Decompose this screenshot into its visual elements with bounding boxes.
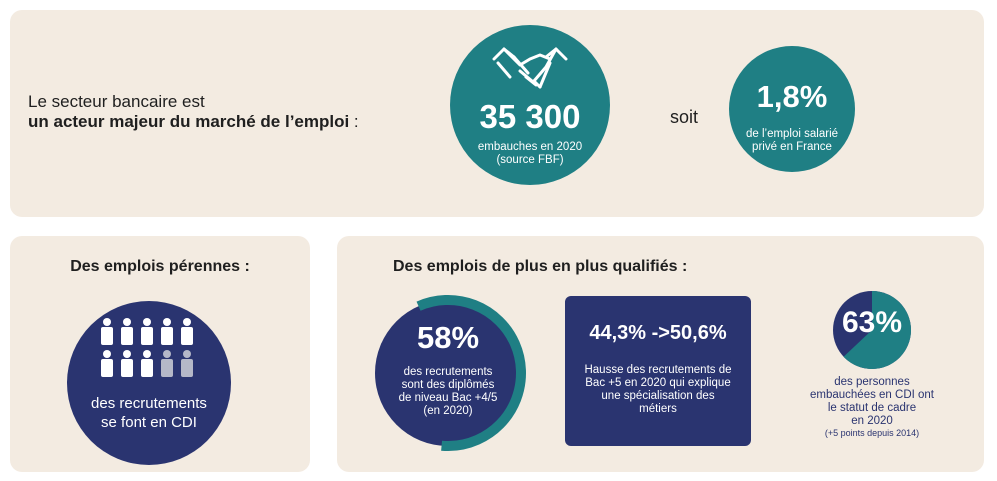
right-title: Des emplois de plus en plus qualifiés : bbox=[393, 258, 688, 275]
hires-value: 35 300 bbox=[479, 98, 581, 135]
pct63-pie bbox=[833, 291, 911, 369]
share-value: 1,8% bbox=[756, 79, 828, 114]
cdi-caption-line1: des recrutements bbox=[91, 395, 207, 412]
hires-caption-line2: (source FBF) bbox=[496, 154, 564, 166]
pct63-caption-line4: en 2020 bbox=[851, 415, 893, 427]
top-panel: Le secteur bancaire est un acteur majeur… bbox=[10, 10, 984, 217]
intro-line2: un acteur majeur du marché de l’emploi : bbox=[28, 112, 359, 132]
pct63-caption-line2: embauchées en CDI ont bbox=[809, 389, 935, 401]
share-circle: 1,8% de l’emploi salarié privé en France bbox=[729, 46, 855, 172]
cdi-circle: des recrutements se font en CDI bbox=[67, 301, 231, 465]
pct58-block: 58% des recrutements sont des diplômés d… bbox=[369, 294, 527, 452]
pct58-caption-line1: des recrutements bbox=[403, 366, 493, 378]
pct58-caption-line3: de niveau Bac +4/5 bbox=[398, 392, 498, 404]
pct63-caption-line5: (+5 points depuis 2014) bbox=[824, 428, 920, 438]
person-icon bbox=[101, 350, 113, 377]
person-icon bbox=[161, 350, 173, 377]
person-icon bbox=[181, 350, 193, 377]
share-caption-line2: privé en France bbox=[752, 141, 832, 153]
pct63-caption-line1: des personnes bbox=[834, 376, 910, 388]
person-icon bbox=[181, 318, 193, 345]
bac5-value: 44,3% ->50,6% bbox=[589, 322, 727, 344]
cdi-caption-line2: se font en CDI bbox=[101, 414, 197, 431]
pct58-caption-line2: sont des diplômés bbox=[401, 379, 495, 391]
bac5-caption-line3: une spécialisation des bbox=[601, 390, 715, 402]
bac5-box: 44,3% ->50,6% Hausse des recrutements de… bbox=[565, 296, 751, 446]
intro-line2-suffix: : bbox=[349, 112, 359, 131]
soit-text: soit bbox=[670, 107, 699, 127]
hires-caption-line1: embauches en 2020 bbox=[477, 141, 583, 153]
people-icon bbox=[101, 318, 193, 377]
intro-line1: Le secteur bancaire est bbox=[28, 92, 205, 111]
person-icon bbox=[121, 318, 133, 345]
person-icon bbox=[121, 350, 133, 377]
intro-line2-bold: un acteur majeur du marché de l’emploi bbox=[28, 112, 350, 131]
share-caption-line1: de l’emploi salarié bbox=[745, 128, 839, 140]
person-icon bbox=[141, 350, 153, 377]
bac5-caption-line1: Hausse des recrutements de bbox=[584, 364, 732, 376]
pct63-caption-line3: le statut de cadre bbox=[827, 402, 917, 414]
bac5-caption-line4: métiers bbox=[639, 403, 677, 415]
bac5-caption-line2: Bac +5 en 2020 qui explique bbox=[585, 377, 731, 389]
pct58-ring bbox=[370, 295, 526, 451]
handshake-icon bbox=[492, 47, 568, 89]
pct58-value: 58% bbox=[416, 320, 480, 355]
left-panel: Des emplois pérennes : des recrutements … bbox=[10, 236, 310, 472]
pct63-value: 63% bbox=[841, 306, 903, 339]
pct63-block: 63% des personnes embauchées en CDI ont … bbox=[777, 290, 977, 470]
intro-text: Le secteur bancaire est un acteur majeur… bbox=[28, 92, 359, 132]
left-title: Des emplois pérennes : bbox=[70, 258, 250, 275]
pct58-caption-line4: (en 2020) bbox=[423, 405, 473, 417]
person-icon bbox=[141, 318, 153, 345]
right-panel: Des emplois de plus en plus qualifiés : … bbox=[337, 236, 984, 472]
person-icon bbox=[161, 318, 173, 345]
person-icon bbox=[101, 318, 113, 345]
hires-circle: 35 300 embauches en 2020 (source FBF) bbox=[450, 25, 610, 185]
